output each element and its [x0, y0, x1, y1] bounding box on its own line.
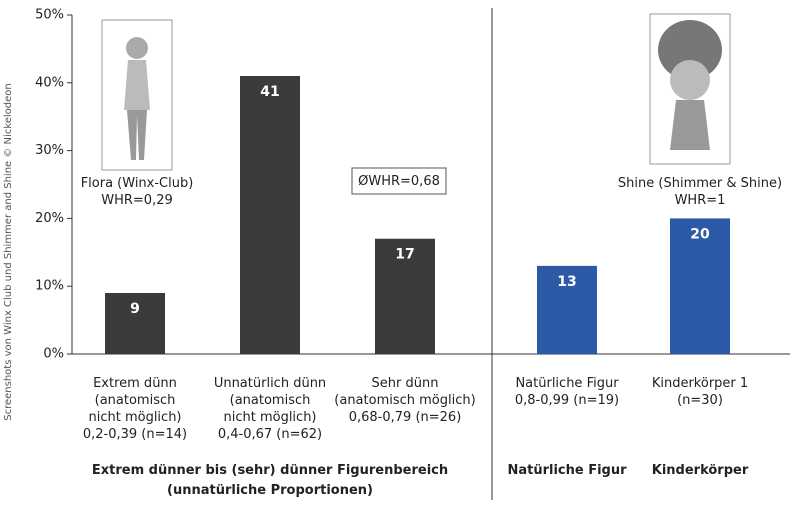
x-tick-label: Sehr dünn(anatomisch möglich)0,68-0,79 (…: [334, 376, 475, 425]
value-label: 13: [557, 274, 576, 290]
y-tick-label: 30%: [35, 143, 64, 158]
x-tick-label: Kinderkörper 1(n=30): [652, 376, 748, 408]
chart: 0% 10% 20% 30% 40% 50% 9 Extrem dünn(anatomisch…: [0, 0, 802, 503]
shine-image: [650, 14, 730, 164]
y-tick-label: 50%: [35, 8, 64, 23]
group-label: Kinderkörper: [652, 463, 749, 478]
value-label: 9: [130, 301, 140, 317]
bar: [240, 76, 300, 354]
value-label: 41: [260, 84, 279, 100]
y-tick-label: 0%: [43, 347, 64, 362]
annotation: ØWHR=0,68: [358, 174, 440, 189]
annotation: Shine (Shimmer & Shine)WHR=1: [618, 176, 782, 208]
annotation: Flora (Winx-Club)WHR=0,29: [81, 176, 194, 208]
group-label: Natürliche Figur: [507, 463, 627, 478]
y-tick-label: 40%: [35, 75, 64, 90]
y-tick-label: 10%: [35, 279, 64, 294]
y-tick-label: 20%: [35, 211, 64, 226]
value-label: 20: [690, 226, 710, 242]
flora-image: [102, 20, 172, 170]
value-label: 17: [395, 247, 414, 263]
group-label: Extrem dünner bis (sehr) dünner Figurenb…: [92, 463, 448, 498]
credit: Screenshots von Winx Club und Shimmer an…: [3, 83, 14, 421]
